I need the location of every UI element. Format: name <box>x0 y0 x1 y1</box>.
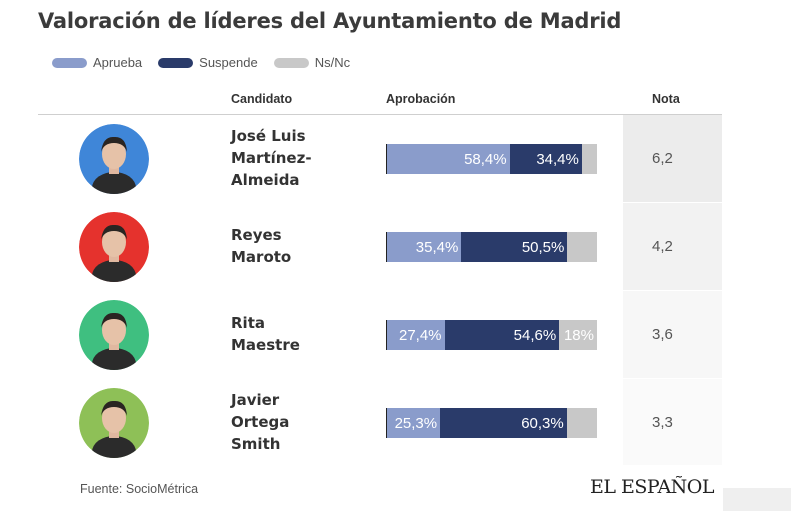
candidate-name-line: Almeida <box>231 171 300 189</box>
avatar <box>79 212 149 282</box>
legend-item-nsnc: Ns/Nc <box>273 55 351 70</box>
approval-bar: 27,4% 54,6% 18% <box>386 320 597 350</box>
bar-segment-aprueba: 35,4% <box>387 232 462 262</box>
bar-segment-suspende: 54,6% <box>444 320 560 350</box>
table-row: Reyes Maroto 35,4% 50,5% 4,2 <box>0 203 791 290</box>
bar-value-label: 54,6% <box>513 326 557 344</box>
legend-swatch-aprueba <box>52 57 87 68</box>
avatar <box>79 300 149 370</box>
bar-value-label: 27,4% <box>398 326 442 344</box>
bar-segment-aprueba: 25,3% <box>387 408 441 438</box>
candidate-name: José Luis Martínez- Almeida <box>231 125 312 191</box>
candidate-name-line: Rita <box>231 314 265 332</box>
bar-value-label: 58,4% <box>464 150 507 168</box>
avatar <box>79 124 149 194</box>
header-grade: Nota <box>652 92 680 106</box>
bar-segment-suspende: 50,5% <box>461 232 568 262</box>
bar-value-label: 60,3% <box>521 414 564 432</box>
bar-segment-nsnc <box>567 232 597 262</box>
chart-title: Valoración de líderes del Ayuntamiento d… <box>38 9 622 33</box>
legend-swatch-suspende <box>158 57 194 68</box>
candidate-name-line: Reyes <box>231 226 282 244</box>
legend-label-nsnc: Ns/Nc <box>314 55 351 70</box>
bar-value-label: 25,3% <box>394 414 438 432</box>
approval-bar: 58,4% 34,4% <box>386 144 597 174</box>
candidate-name-line: Javier <box>231 391 280 409</box>
source-note: Fuente: SocioMétrica <box>80 482 199 496</box>
grade-value: 6,2 <box>652 150 673 167</box>
table-row: José Luis Martínez- Almeida 58,4% 34,4% 6,2 <box>0 115 791 202</box>
bar-segment-nsnc <box>581 144 597 174</box>
table-row: Rita Maestre 27,4% 54,6% 18% 3,6 <box>0 291 791 378</box>
legend-swatch-nsnc <box>273 57 309 68</box>
grade-value: 3,3 <box>652 414 673 431</box>
candidate-name-line: José Luis <box>231 127 306 145</box>
approval-bar: 35,4% 50,5% <box>386 232 597 262</box>
candidate-name-line: Martínez- <box>231 149 312 167</box>
bar-segment-nsnc <box>566 408 597 438</box>
bar-value-label: 18% <box>563 326 594 344</box>
legend-item-suspende: Suspende <box>158 55 258 70</box>
bar-segment-suspende: 60,3% <box>440 408 567 438</box>
bar-value-label: 35,4% <box>415 238 459 256</box>
candidate-name: Reyes Maroto <box>231 224 291 268</box>
grade-cell-bg <box>623 291 722 378</box>
approval-bar: 25,3% 60,3% <box>386 408 597 438</box>
corner-block <box>723 488 791 511</box>
bar-segment-aprueba: 27,4% <box>387 320 445 350</box>
candidate-name: Rita Maestre <box>231 312 300 356</box>
grade-value: 3,6 <box>652 326 673 343</box>
bar-segment-nsnc: 18% <box>559 320 597 350</box>
candidate-name-line: Ortega <box>231 413 290 431</box>
candidate-name-line: Maestre <box>231 336 300 354</box>
grade-value: 4,2 <box>652 238 673 255</box>
candidate-name-line: Smith <box>231 435 281 453</box>
bar-segment-aprueba: 58,4% <box>387 144 510 174</box>
header-approval: Aprobación <box>386 92 456 106</box>
grade-cell-bg <box>623 115 722 202</box>
legend: Aprueba Suspende Ns/Nc <box>52 55 366 70</box>
legend-label-aprueba: Aprueba <box>93 55 143 70</box>
publisher-logo: EL ESPAÑOL <box>590 476 715 498</box>
grade-cell-bg <box>623 203 722 290</box>
legend-item-aprueba: Aprueba <box>52 55 142 70</box>
grade-cell-bg <box>623 379 722 465</box>
candidate-name: Javier Ortega Smith <box>231 389 289 455</box>
header-candidate: Candidato <box>231 92 293 106</box>
candidate-name-line: Maroto <box>231 248 292 266</box>
header-divider <box>38 114 722 115</box>
bar-segment-suspende: 34,4% <box>509 144 582 174</box>
bar-value-label: 50,5% <box>521 238 565 256</box>
avatar <box>79 388 149 458</box>
legend-label-suspende: Suspende <box>199 55 258 70</box>
bar-value-label: 34,4% <box>536 150 579 168</box>
table-row: Javier Ortega Smith 25,3% 60,3% 3,3 <box>0 379 791 466</box>
